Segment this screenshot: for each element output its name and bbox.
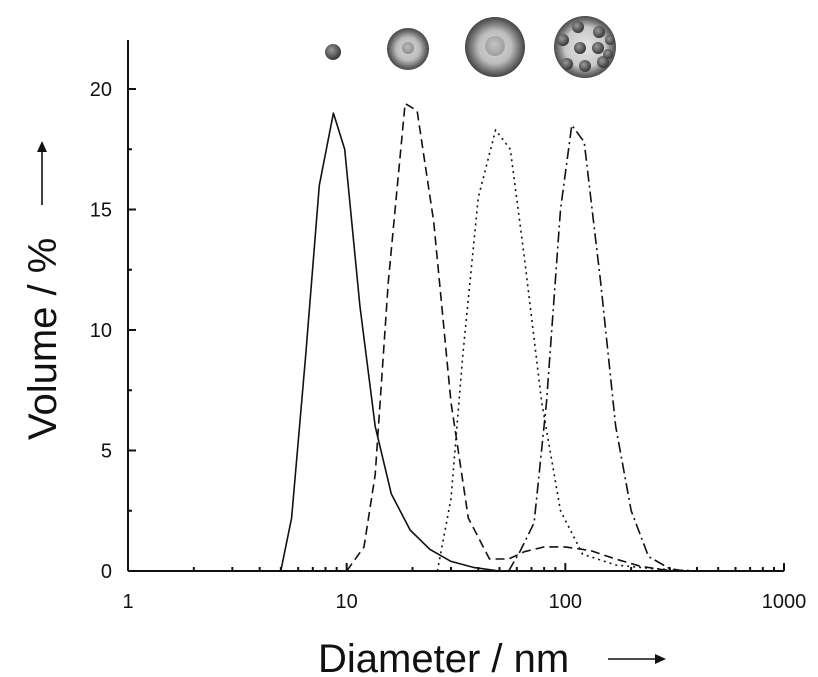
y-axis-title-group: Volume / % <box>21 141 65 440</box>
y-tick-label: 0 <box>101 561 112 583</box>
data-series <box>280 102 698 572</box>
x-tick-label: 100 <box>549 591 582 613</box>
small-coated-sphere-icon <box>387 28 429 70</box>
x-axis-title: Diameter / nm <box>318 637 569 677</box>
y-axis-arrow-icon <box>37 141 47 205</box>
y-tick-label: 10 <box>90 320 112 342</box>
axes <box>127 40 784 572</box>
y-tick-label: 20 <box>90 79 112 101</box>
series-line-solid <box>280 112 500 572</box>
series-line-dashed <box>346 102 685 572</box>
particle-cluster-sphere-icon <box>554 16 616 78</box>
single-particle-icon <box>325 44 341 60</box>
x-axis-arrow-icon <box>608 654 666 664</box>
y-tick-label: 15 <box>90 200 112 222</box>
x-tick-label: 1000 <box>762 591 807 613</box>
series-line-dotted <box>436 129 698 572</box>
x-axis-title-group: Diameter / nm <box>318 637 666 677</box>
x-ticks: 1 10 100 1000 <box>122 563 806 613</box>
y-tick-label: 5 <box>101 441 112 463</box>
large-coated-sphere-icon <box>465 17 525 77</box>
x-tick-label: 10 <box>336 591 358 613</box>
inset-icons <box>325 16 616 78</box>
x-tick-label: 1 <box>122 591 133 613</box>
series-line-dashdot <box>507 124 685 572</box>
y-ticks: 0 5 10 15 20 <box>90 79 136 583</box>
y-axis-title: Volume / % <box>21 238 65 440</box>
